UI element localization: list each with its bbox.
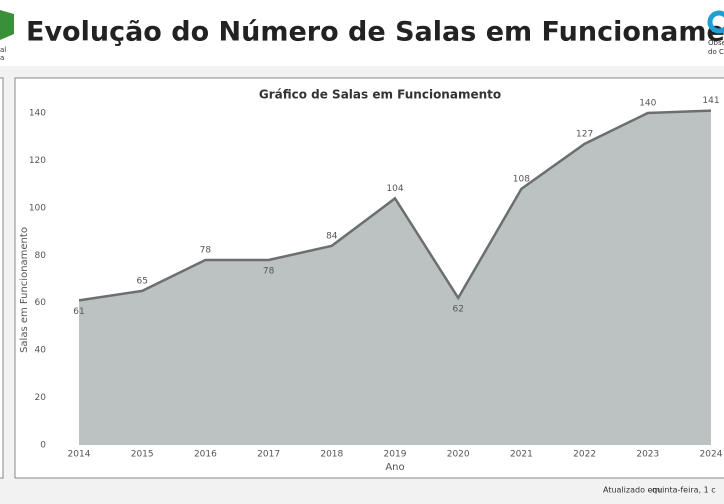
y-tick-label: 140 [29, 109, 46, 119]
left-logo-text: al [0, 46, 6, 54]
x-tick-label: 2022 [573, 450, 596, 460]
data-label: 127 [576, 129, 593, 139]
page-title: Evolução do Número de Salas em Funcionam… [26, 17, 724, 48]
data-label: 140 [639, 99, 656, 109]
line [78, 109, 712, 302]
data-label: 78 [263, 267, 275, 277]
data-label: 141 [702, 96, 719, 106]
left-panel [0, 77, 4, 479]
y-tick-label: 20 [35, 393, 47, 403]
y-tick-label: 60 [35, 298, 47, 308]
x-tick-label: 2019 [384, 450, 407, 460]
data-label: 61 [73, 307, 84, 317]
x-axis-label: Ano [385, 462, 404, 473]
y-tick-label: 80 [35, 251, 47, 261]
x-tick-label: 2024 [700, 450, 723, 460]
data-label: 104 [386, 184, 403, 194]
x-tick-label: 2015 [131, 450, 154, 460]
header-bg [0, 0, 724, 66]
chart-title: Gráfico de Salas em Funcionamento [259, 88, 501, 102]
right-logo [707, 10, 724, 34]
x-tick-label: 2021 [510, 450, 533, 460]
x-tick-label: 2020 [447, 450, 470, 460]
x-tick-label: 2018 [320, 450, 343, 460]
data-label: 62 [452, 304, 463, 314]
data-label: 108 [513, 174, 530, 184]
right-logo-text: Obse [708, 39, 724, 47]
y-tick-label: 120 [29, 156, 46, 166]
x-tick-label: 2017 [257, 450, 280, 460]
updated-label: Atualizado em: [603, 486, 663, 495]
updated-value: quinta-feira, 1 c [652, 486, 716, 495]
y-tick-label: 40 [35, 346, 47, 356]
area [79, 110, 711, 445]
x-tick-label: 2014 [68, 450, 91, 460]
y-axis-label: Salas em Funcionamento [19, 227, 30, 353]
data-label: 78 [200, 246, 212, 256]
data-label: 84 [326, 231, 338, 241]
y-tick-label: 100 [29, 203, 46, 213]
right-logo-text: do Ci [708, 48, 724, 56]
left-logo [0, 10, 14, 40]
x-tick-label: 2016 [194, 450, 217, 460]
data-label: 65 [136, 276, 147, 286]
left-logo-text: a [0, 54, 4, 62]
y-tick-label: 0 [40, 441, 46, 451]
x-tick-label: 2023 [636, 450, 659, 460]
